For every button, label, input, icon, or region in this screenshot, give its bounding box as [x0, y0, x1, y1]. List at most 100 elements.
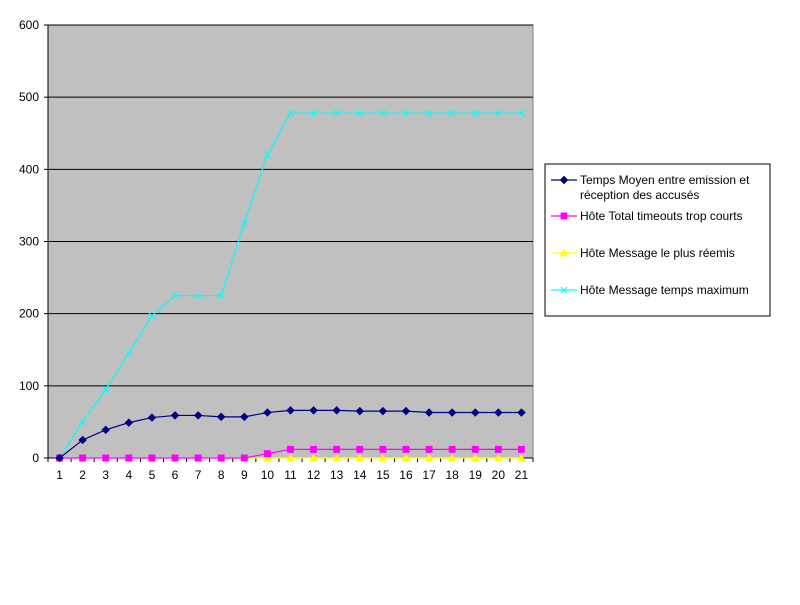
data-point-x: [560, 286, 568, 294]
data-point-square: [102, 454, 110, 462]
data-point-diamond: [424, 408, 434, 417]
data-point-diamond: [309, 406, 318, 415]
data-point-square: [425, 445, 433, 453]
data-point-x-stroke: [310, 109, 318, 117]
data-point-square: [125, 454, 133, 462]
data-point-square: [560, 212, 568, 220]
data-point-x: [125, 349, 133, 357]
data-point-x: [402, 109, 410, 117]
x-tick-label: 15: [376, 468, 390, 482]
x-tick-label: 2: [79, 468, 86, 482]
data-point-x-stroke: [286, 109, 295, 117]
data-point-x-stroke: [263, 151, 271, 159]
data-point-square: [448, 445, 456, 453]
data-point-x-stroke: [194, 292, 202, 300]
x-tick-label: 12: [307, 468, 321, 482]
data-point-square: [356, 445, 364, 453]
legend-item-4: Hôte Message temps maximum: [551, 283, 749, 297]
data-point-x-stroke: [148, 312, 156, 320]
data-point-square: [310, 445, 318, 453]
data-point-triangle: [494, 453, 503, 462]
data-point-square: [379, 445, 387, 453]
data-point-triangle: [471, 453, 480, 462]
data-point-triangle: [263, 453, 272, 462]
data-point-diamond: [55, 453, 64, 463]
data-point-x: [517, 109, 526, 117]
data-point-diamond: [355, 406, 365, 416]
data-point-diamond: [101, 425, 111, 435]
data-point-triangle: [355, 453, 364, 462]
data-point-square: [217, 454, 225, 462]
data-point-x-stroke: [79, 418, 87, 426]
legend-label: Hôte Message le plus réemis: [580, 246, 735, 260]
data-point-diamond: [559, 175, 569, 185]
legend-label-line: Temps Moyen entre emission et: [580, 173, 750, 187]
data-point-x: [148, 312, 156, 320]
data-point-diamond: [147, 413, 157, 422]
data-point-square: [240, 454, 248, 462]
data-point-diamond: [170, 411, 180, 420]
data-point-square: [171, 454, 179, 462]
x-tick-label: 7: [195, 468, 202, 482]
legend-item-2: Hôte Total timeouts trop courts: [551, 209, 743, 223]
data-point-diamond: [239, 412, 249, 422]
data-point-diamond: [78, 435, 87, 445]
data-point-diamond: [447, 408, 457, 417]
x-tick-label: 6: [172, 468, 179, 482]
x-tick-label: 1: [56, 468, 63, 482]
data-point-triangle: [378, 453, 387, 462]
data-point-x-stroke: [333, 109, 341, 117]
data-point-triangle: [309, 453, 318, 462]
data-point-triangle: [424, 453, 434, 462]
data-point-x-stroke: [494, 109, 502, 117]
x-tick-label: 16: [399, 468, 413, 482]
data-point-x: [240, 219, 248, 228]
legend-box: [544, 163, 771, 317]
data-point-x-stroke: [560, 286, 568, 294]
x-tick-label: 19: [469, 468, 483, 482]
data-point-triangle: [448, 453, 457, 462]
data-point-diamond: [517, 408, 526, 417]
y-tick-label: 200: [19, 307, 39, 321]
data-point-diamond: [470, 408, 480, 417]
data-point-square: [471, 445, 479, 453]
data-point-triangle: [559, 248, 569, 257]
data-point-square: [333, 445, 341, 453]
x-tick-label: 10: [261, 468, 275, 482]
data-point-x: [356, 109, 364, 117]
data-point-x: [448, 109, 456, 117]
data-point-x-stroke: [471, 109, 479, 117]
x-tick-label: 5: [149, 468, 156, 482]
legend-item-1: Temps Moyen entre emission et réception d…: [551, 173, 750, 202]
data-point-x: [286, 109, 295, 117]
data-point-diamond: [401, 406, 411, 416]
x-tick-label: 14: [353, 468, 367, 482]
legend-label: Temps Moyen entre emission et réception d…: [580, 173, 750, 202]
data-point-x-stroke: [240, 219, 248, 228]
data-point-triangle: [332, 453, 341, 462]
data-point-x-stroke: [379, 109, 387, 117]
data-point-square: [79, 454, 87, 462]
data-point-x-stroke: [517, 109, 526, 117]
x-tick-label: 13: [330, 468, 344, 482]
x-tick-label: 9: [241, 468, 248, 482]
series-1: [55, 406, 526, 463]
data-point-square: [263, 450, 271, 458]
data-point-x: [333, 109, 341, 117]
data-point-x: [171, 292, 179, 300]
data-point-triangle: [286, 453, 295, 462]
data-point-x: [379, 109, 387, 117]
data-point-square: [518, 445, 525, 453]
data-point-diamond: [193, 411, 203, 420]
data-point-x-stroke: [402, 109, 410, 117]
data-point-diamond: [216, 412, 226, 422]
data-point-diamond: [494, 408, 503, 417]
data-point-x: [425, 109, 433, 117]
data-point-x: [263, 151, 271, 159]
data-point-x-stroke: [217, 292, 225, 300]
y-tick-label: 0: [32, 451, 39, 465]
data-point-triangle: [401, 453, 411, 462]
data-point-diamond: [263, 408, 272, 417]
data-point-x: [471, 109, 479, 117]
